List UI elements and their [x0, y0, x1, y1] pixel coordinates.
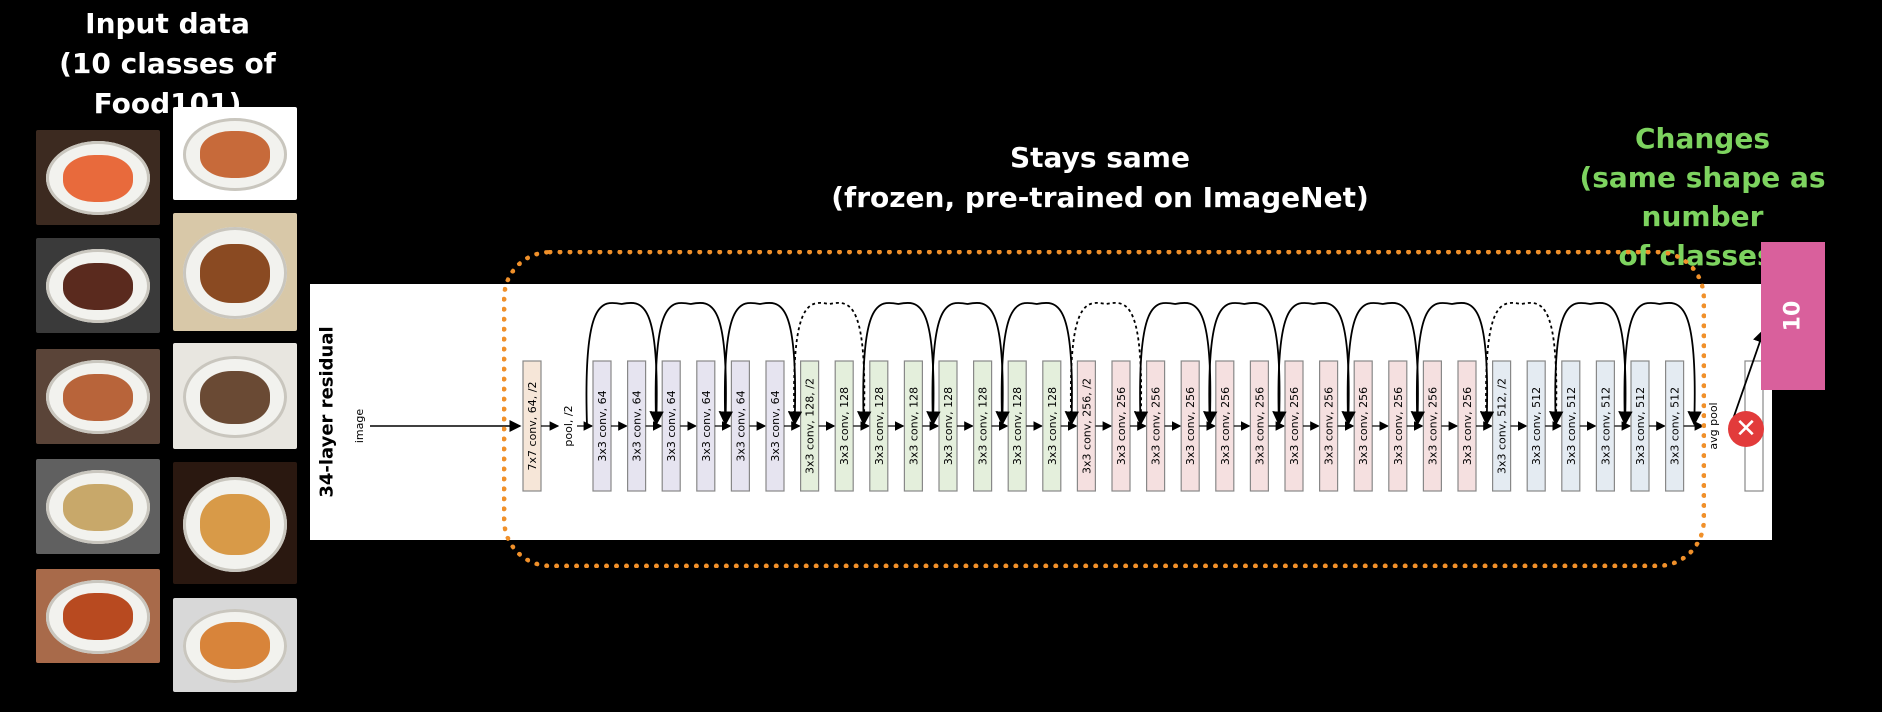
layer-label: 3x3 conv, 256: [1219, 387, 1232, 465]
skip-connection: [654, 301, 734, 427]
skip-connection: [862, 301, 941, 427]
food-image-ice-cream: [173, 343, 297, 449]
layer-label: 3x3 conv, 256: [1288, 387, 1301, 465]
layer-label: 3x3 conv, 256: [1150, 387, 1163, 465]
frozen-region-outline: [502, 250, 1706, 568]
food-dish: [200, 370, 270, 424]
food-dish: [63, 154, 133, 203]
layer-label: 3x3 conv, 128, /2: [804, 378, 817, 474]
food-dish: [200, 622, 270, 670]
skip-connection: [1415, 301, 1495, 427]
food-dish: [63, 483, 133, 532]
skip-connection: [1485, 301, 1564, 427]
layer-label: 3x3 conv, 128: [942, 387, 955, 465]
layer-label: 3x3 conv, 512, /2: [1496, 378, 1509, 474]
food-image-ramen: [173, 462, 297, 584]
changes-title-line1: Changes: [1634, 122, 1770, 155]
layer-label: 3x3 conv, 256: [1323, 387, 1336, 465]
food-image-chicken-wings: [36, 569, 160, 663]
food-image-hamburger: [173, 213, 297, 331]
layer-label: 3x3 conv, 64: [631, 390, 644, 461]
layer-label: 3x3 conv, 512: [1669, 387, 1682, 465]
skip-connection: [1623, 301, 1702, 427]
output-units-label: 10: [1780, 300, 1806, 332]
food-dish: [63, 262, 133, 311]
food-dish: [200, 243, 270, 303]
skip-connection: [1277, 301, 1356, 427]
layer-label: 3x3 conv, 256: [1392, 387, 1405, 465]
food-image-grilled-salmon: [173, 107, 297, 200]
layer-label: 3x3 conv, 128: [873, 387, 886, 465]
food-image-sushi: [36, 130, 160, 225]
food-image-steak: [36, 238, 160, 333]
layer-label: avg pool: [1707, 402, 1720, 449]
food-dish: [63, 593, 133, 641]
close-icon: ✕: [1728, 411, 1764, 447]
food-dish: [200, 493, 270, 555]
layer-label: 3x3 conv, 128: [1011, 387, 1024, 465]
layer-label: 3x3 conv, 64: [665, 390, 678, 461]
skip-connection: [723, 301, 803, 427]
layer-label: 3x3 conv, 256: [1357, 387, 1370, 465]
layer-label: 3x3 conv, 256: [1184, 387, 1197, 465]
skip-connection: [1346, 301, 1426, 427]
frozen-title-line2: (frozen, pre-trained on ImageNet): [831, 181, 1369, 214]
layer-label: 3x3 conv, 256: [1461, 387, 1474, 465]
input-title-line1: Input data: [85, 7, 250, 40]
layer-label: 3x3 conv, 64: [734, 390, 747, 461]
food-dish: [63, 373, 133, 422]
skip-connection: [793, 301, 872, 427]
layer-label: 3x3 conv, 64: [700, 390, 713, 461]
skip-connection: [1000, 301, 1080, 427]
layer-label: 3x3 conv, 128: [977, 387, 990, 465]
input-data-title: Input data (10 classes of Food101): [0, 4, 335, 124]
layer-label: 3x3 conv, 512: [1530, 387, 1543, 465]
layer-label: 3x3 conv, 256, /2: [1080, 378, 1093, 474]
changes-title-line3: of classes): [1618, 239, 1787, 272]
skip-connection: [931, 301, 1010, 427]
layer-label: pool, /2: [562, 405, 575, 446]
layer-label: 3x3 conv, 256: [1115, 387, 1128, 465]
skip-connection: [1554, 301, 1633, 427]
input-image-label: image: [353, 409, 366, 443]
output-arrow: [1731, 328, 1767, 423]
layer-label: 3x3 conv, 256: [1253, 387, 1266, 465]
food-image-curry: [173, 598, 297, 692]
food-image-fried-rice: [36, 459, 160, 554]
frozen-title: Stays same (frozen, pre-trained on Image…: [800, 138, 1400, 218]
skip-connection: [1139, 301, 1218, 427]
output-layer: 10: [1761, 242, 1825, 390]
changes-title: Changes (same shape as number of classes…: [1530, 119, 1875, 275]
layer-label: 3x3 conv, 128: [907, 387, 920, 465]
skip-connection: [1208, 301, 1287, 427]
layer-label: 3x3 conv, 64: [596, 390, 609, 461]
layer-label: 3x3 conv, 128: [838, 387, 851, 465]
layer-label: 3x3 conv, 512: [1599, 387, 1612, 465]
layer-label: 3x3 conv, 256: [1426, 387, 1439, 465]
layer-label: 3x3 conv, 512: [1634, 387, 1647, 465]
changes-title-line2: (same shape as number: [1579, 161, 1826, 233]
skip-connection: [1069, 301, 1149, 427]
layer-label: 3x3 conv, 128: [1046, 387, 1059, 465]
frozen-title-line1: Stays same: [1010, 141, 1190, 174]
layer-label: 3x3 conv, 64: [769, 390, 782, 461]
layer-label: 3x3 conv, 512: [1565, 387, 1578, 465]
food-dish: [200, 131, 270, 178]
food-image-pizza: [36, 349, 160, 444]
layer-label: 7x7 conv, 64, /2: [526, 382, 539, 471]
skip-connection: [585, 301, 664, 427]
